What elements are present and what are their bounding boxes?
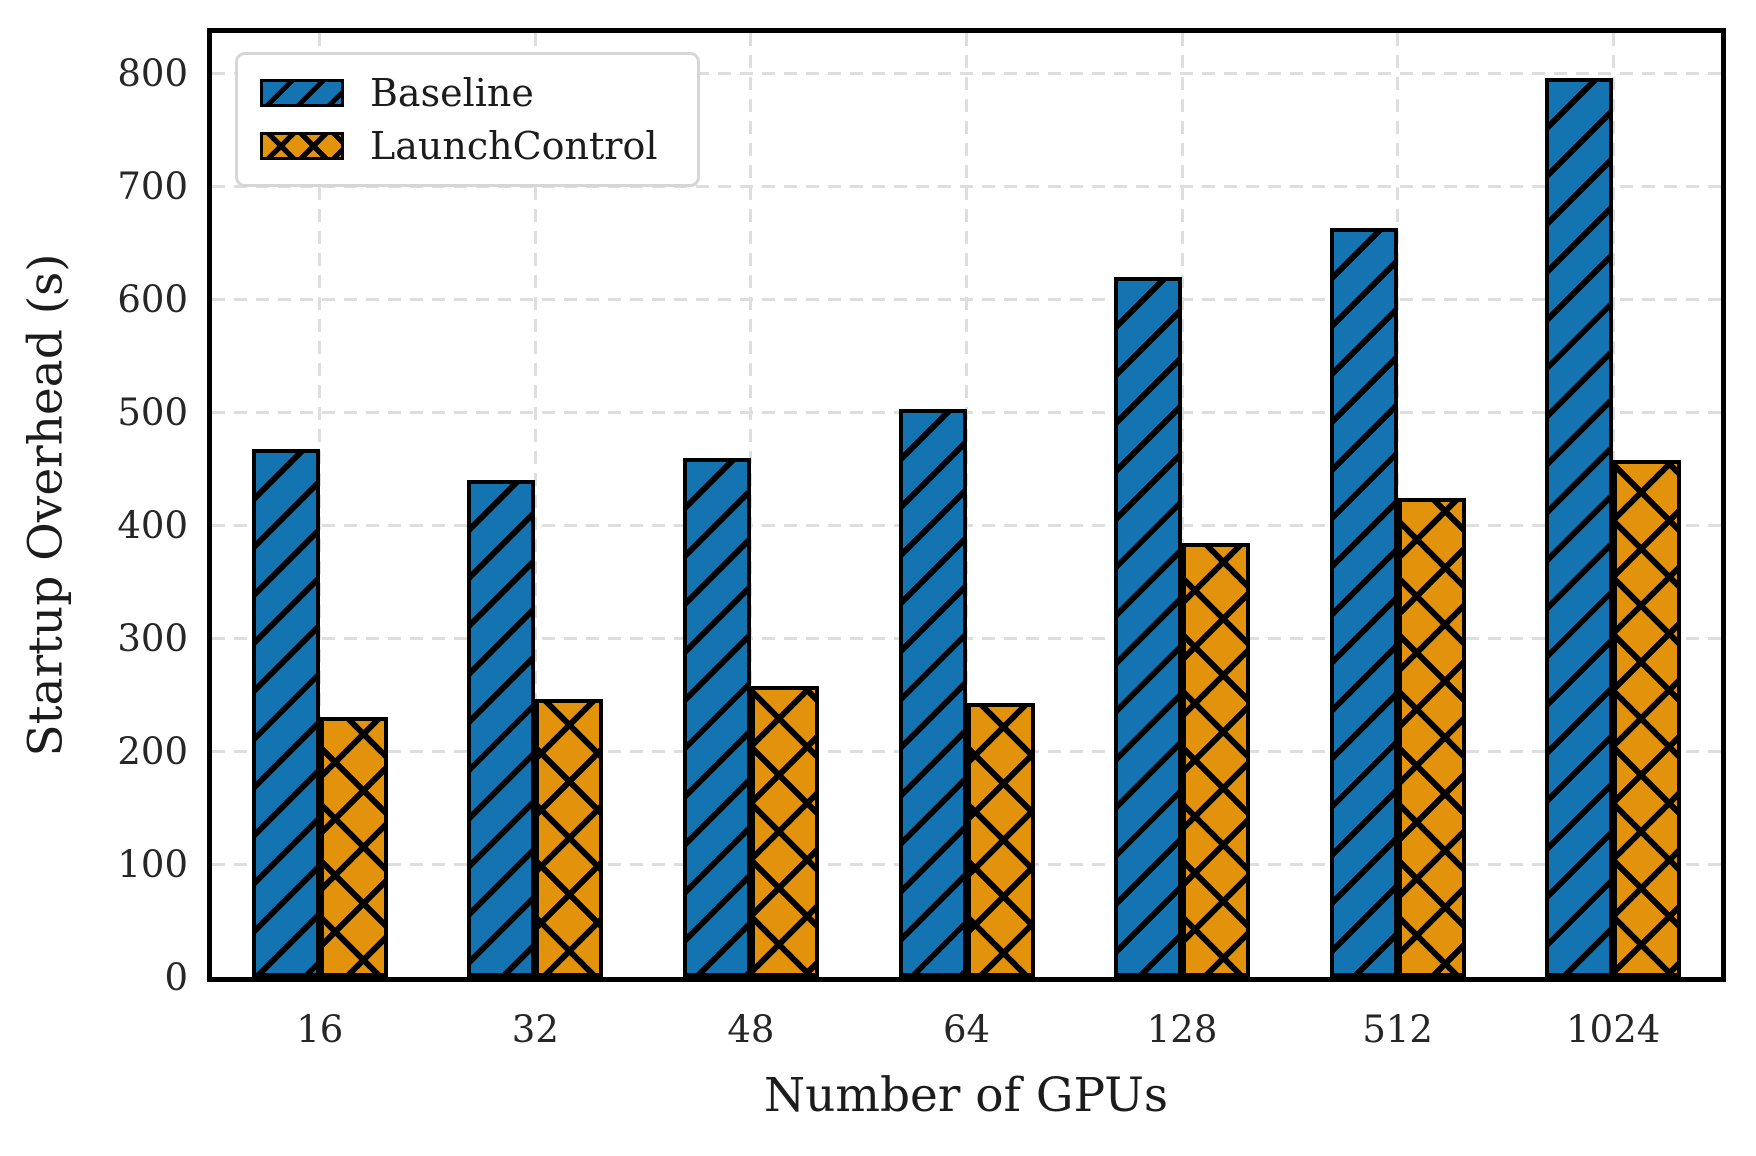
launchcontrol-swatch-icon xyxy=(260,132,344,160)
gridline-v-128 xyxy=(1180,33,1184,977)
baseline-swatch-icon xyxy=(260,79,344,107)
bar-launchcontrol-128 xyxy=(1182,543,1251,977)
xtick-64: 64 xyxy=(942,1008,991,1051)
xtick-512: 512 xyxy=(1362,1008,1433,1051)
bar-launchcontrol-512 xyxy=(1397,498,1466,977)
ytick-400: 400 xyxy=(117,503,188,547)
ytick-800: 800 xyxy=(117,52,188,96)
gridline-v-64 xyxy=(965,33,968,977)
gridline-v-16 xyxy=(318,33,322,977)
bar-launchcontrol-1024 xyxy=(1613,459,1682,977)
legend-label-baseline: Baseline xyxy=(370,71,534,115)
y-axis-label: Startup Overhead (s) xyxy=(18,253,74,757)
bar-baseline-32 xyxy=(467,480,536,977)
bar-launchcontrol-32 xyxy=(535,699,604,977)
bar-baseline-48 xyxy=(682,457,751,977)
ytick-200: 200 xyxy=(117,729,188,773)
ytick-500: 500 xyxy=(117,390,188,434)
xtick-128: 128 xyxy=(1146,1008,1218,1051)
x-axis-label: Number of GPUs xyxy=(764,1068,1168,1123)
gridline-v-48 xyxy=(749,33,753,977)
bar-baseline-16 xyxy=(251,448,320,977)
ytick-300: 300 xyxy=(117,616,188,660)
bar-layer xyxy=(212,33,1721,977)
bar-baseline-128 xyxy=(1114,276,1183,977)
bar-baseline-512 xyxy=(1329,228,1398,977)
legend: Baseline LaunchControl xyxy=(235,52,700,187)
ytick-100: 100 xyxy=(117,842,188,886)
ytick-700: 700 xyxy=(117,165,188,209)
legend-entry-baseline: Baseline xyxy=(260,70,675,116)
bar-launchcontrol-16 xyxy=(319,717,388,977)
xtick-1024: 1024 xyxy=(1566,1008,1661,1051)
gridline-v-32 xyxy=(533,33,537,977)
ytick-0: 0 xyxy=(164,955,188,999)
bar-launchcontrol-48 xyxy=(750,685,819,977)
xtick-16: 16 xyxy=(296,1008,344,1051)
legend-label-launchcontrol: LaunchControl xyxy=(370,124,658,168)
plot-area xyxy=(207,28,1726,982)
bar-baseline-64 xyxy=(898,409,967,977)
xtick-48: 48 xyxy=(727,1008,775,1051)
legend-entry-launchcontrol: LaunchControl xyxy=(260,123,675,169)
xtick-32: 32 xyxy=(511,1008,559,1051)
bar-launchcontrol-64 xyxy=(966,702,1035,977)
ytick-600: 600 xyxy=(117,277,188,321)
bar-baseline-1024 xyxy=(1545,78,1614,977)
